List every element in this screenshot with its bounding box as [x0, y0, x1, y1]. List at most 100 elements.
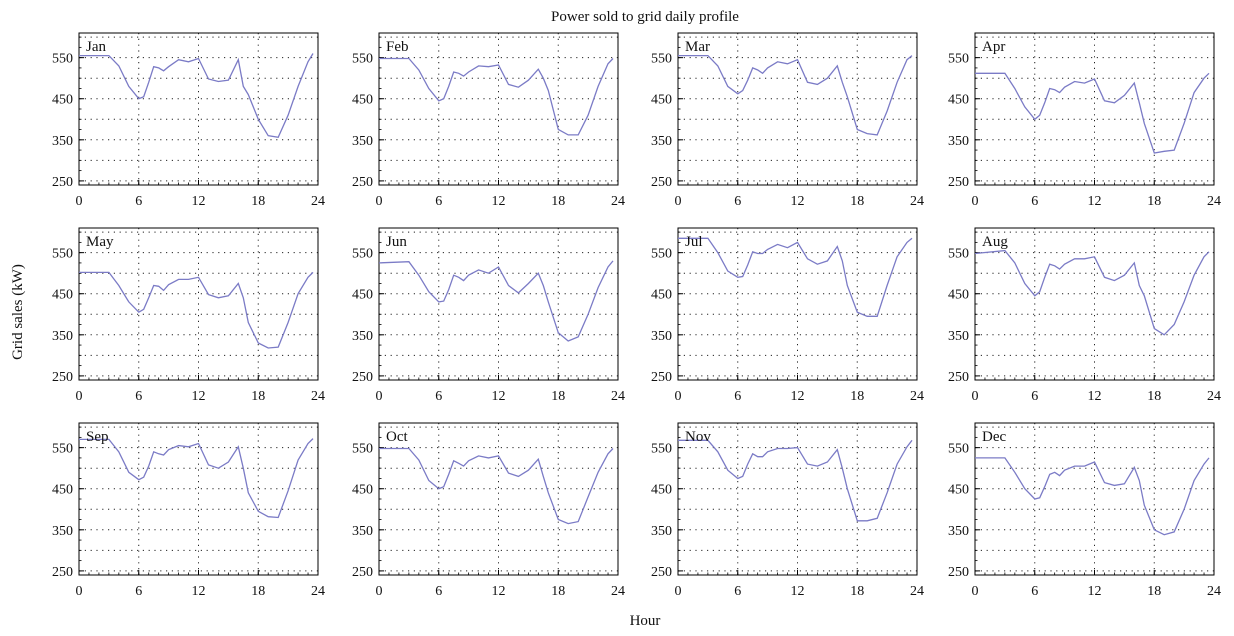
y-tick-label: 450 [52, 93, 73, 108]
y-tick-label: 450 [352, 93, 373, 108]
panel-aug: 0 6 12 18 24 250 350 450 550 Aug [948, 227, 1221, 404]
y-tick-label: 550 [352, 52, 373, 67]
x-tick-label: 24 [611, 584, 625, 599]
y-tick-label: 550 [651, 52, 672, 67]
y-tick-label: 350 [52, 134, 73, 149]
x-tick-label: 0 [376, 389, 383, 404]
panel-title-may: May [86, 234, 114, 250]
series-line-dec [975, 457, 1210, 536]
x-tick-label: 18 [251, 389, 265, 404]
y-tick-label: 350 [948, 134, 969, 149]
x-tick-label: 12 [791, 194, 805, 209]
panel-title-apr: Apr [982, 39, 1005, 55]
y-tick-label: 550 [52, 247, 73, 262]
series-line-nov [678, 439, 913, 522]
x-tick-label: 12 [192, 194, 206, 209]
x-tick-label: 24 [311, 194, 325, 209]
x-tick-label: 6 [135, 389, 142, 404]
x-tick-label: 18 [251, 584, 265, 599]
panel-title-aug: Aug [982, 234, 1008, 250]
x-tick-label: 24 [1207, 584, 1221, 599]
x-tick-label: 6 [435, 584, 442, 599]
y-tick-label: 450 [948, 93, 969, 108]
panel-title-feb: Feb [386, 39, 409, 55]
x-tick-label: 12 [1088, 584, 1102, 599]
x-tick-label: 12 [791, 389, 805, 404]
x-tick-label: 0 [675, 584, 682, 599]
y-tick-label: 550 [52, 52, 73, 67]
x-tick-label: 18 [551, 389, 565, 404]
x-tick-label: 24 [611, 389, 625, 404]
y-tick-label: 550 [651, 247, 672, 262]
x-tick-label: 18 [551, 194, 565, 209]
panel-sep: 0 6 12 18 24 250 350 450 550 Sep [52, 422, 325, 599]
x-tick-label: 12 [791, 584, 805, 599]
y-tick-label: 450 [651, 483, 672, 498]
y-tick-label: 550 [948, 442, 969, 457]
x-tick-label: 18 [850, 389, 864, 404]
y-tick-label: 250 [948, 175, 969, 190]
y-tick-label: 550 [352, 247, 373, 262]
x-tick-label: 0 [972, 389, 979, 404]
panel-title-oct: Oct [386, 429, 408, 445]
y-tick-label: 350 [651, 524, 672, 539]
series-line-sep [79, 438, 314, 519]
y-tick-label: 450 [651, 288, 672, 303]
y-tick-label: 250 [651, 175, 672, 190]
x-tick-label: 6 [135, 194, 142, 209]
x-tick-label: 6 [734, 194, 741, 209]
x-tick-label: 0 [376, 584, 383, 599]
x-tick-label: 24 [1207, 194, 1221, 209]
y-tick-label: 250 [948, 370, 969, 385]
x-tick-label: 0 [675, 194, 682, 209]
x-tick-label: 6 [435, 194, 442, 209]
y-tick-label: 450 [948, 288, 969, 303]
y-tick-label: 350 [52, 329, 73, 344]
panel-jan: 0 6 12 18 24 250 350 450 550 Jan [52, 32, 325, 209]
x-tick-label: 12 [492, 584, 506, 599]
y-tick-label: 350 [352, 329, 373, 344]
y-tick-label: 350 [651, 329, 672, 344]
x-tick-label: 12 [492, 389, 506, 404]
x-tick-label: 6 [435, 389, 442, 404]
panel-oct: 0 6 12 18 24 250 350 450 550 Oct [352, 422, 625, 599]
y-tick-label: 550 [352, 442, 373, 457]
x-tick-label: 18 [1147, 389, 1161, 404]
panel-jul: 0 6 12 18 24 250 350 450 550 Jul [651, 227, 924, 404]
x-tick-label: 6 [1031, 194, 1038, 209]
x-tick-label: 6 [135, 584, 142, 599]
panel-mar: 0 6 12 18 24 250 350 450 550 Mar [651, 32, 924, 209]
x-tick-label: 24 [910, 389, 924, 404]
y-tick-label: 450 [948, 483, 969, 498]
y-tick-label: 450 [651, 93, 672, 108]
x-tick-label: 6 [1031, 389, 1038, 404]
x-tick-label: 18 [850, 584, 864, 599]
y-tick-label: 250 [651, 565, 672, 580]
y-tick-label: 250 [352, 175, 373, 190]
x-axis-label: Hour [630, 613, 661, 629]
x-tick-label: 0 [376, 194, 383, 209]
x-tick-label: 6 [734, 584, 741, 599]
x-tick-label: 0 [675, 389, 682, 404]
series-line-jun [378, 260, 614, 342]
panel-apr: 0 6 12 18 24 250 350 450 550 Apr [948, 32, 1221, 209]
panels-group: 0 6 12 18 24 250 350 450 550 Jan 0 6 12 18 24 250 350 450… [52, 32, 1221, 599]
y-tick-label: 550 [651, 442, 672, 457]
panel-nov: 0 6 12 18 24 250 350 450 550 Nov [651, 422, 924, 599]
x-tick-label: 12 [1088, 389, 1102, 404]
panel-title-dec: Dec [982, 429, 1006, 445]
panel-jun: 0 6 12 18 24 250 350 450 550 Jun [352, 227, 625, 404]
y-tick-label: 550 [948, 247, 969, 262]
x-tick-label: 18 [551, 584, 565, 599]
panel-title-jul: Jul [685, 234, 703, 250]
y-tick-label: 350 [352, 134, 373, 149]
y-tick-label: 550 [52, 442, 73, 457]
panel-title-sep: Sep [86, 429, 109, 445]
y-tick-label: 450 [352, 483, 373, 498]
y-tick-label: 350 [651, 134, 672, 149]
x-tick-label: 24 [910, 584, 924, 599]
y-tick-label: 450 [52, 288, 73, 303]
series-line-aug [974, 249, 1210, 336]
